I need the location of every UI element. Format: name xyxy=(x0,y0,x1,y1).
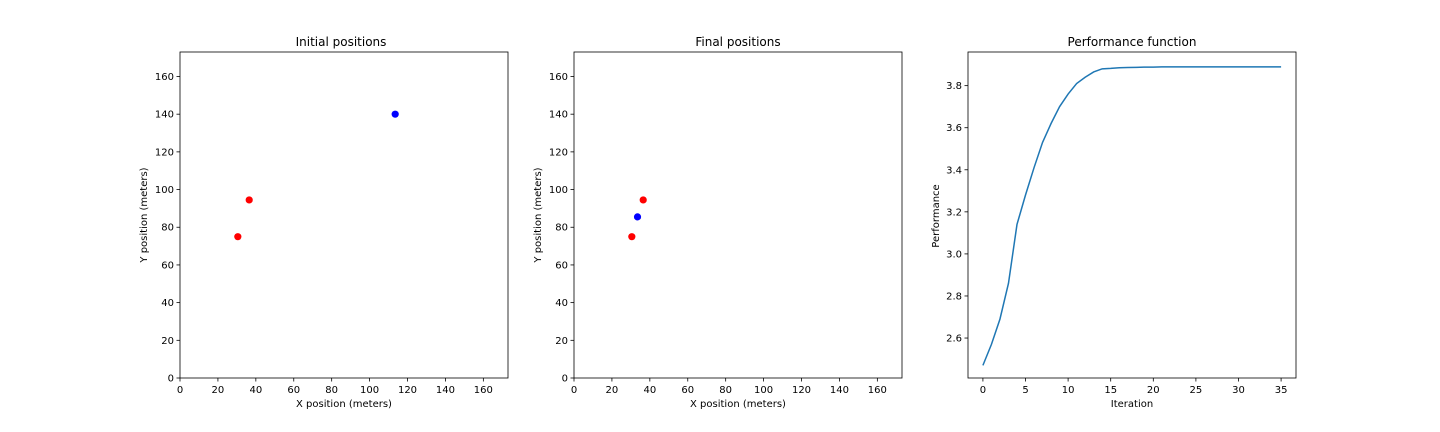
y-tick-label: 80 xyxy=(555,223,568,234)
x-tick-label: 160 xyxy=(868,385,887,396)
x-tick-label: 20 xyxy=(1147,385,1160,396)
y-tick-label: 100 xyxy=(549,185,568,196)
y-tick-label: 20 xyxy=(555,336,568,347)
y-tick-label: 3.6 xyxy=(946,123,962,134)
y-tick-label: 140 xyxy=(549,110,568,121)
y-tick-label: 3.8 xyxy=(946,81,962,92)
y-tick-label: 60 xyxy=(555,260,568,271)
y-tick-label: 100 xyxy=(155,185,174,196)
x-tick-label: 120 xyxy=(792,385,811,396)
y-tick-label: 60 xyxy=(161,260,174,271)
panel-3-plot-area: 0 5 10 15 20 25 30 35 2.6 2.8 3.0 3.2 3.4 3.6 3.8 xyxy=(946,51,1297,396)
panel-3-ylabel: Performance xyxy=(931,184,942,247)
y-tick-label: 40 xyxy=(161,298,174,309)
x-tick-label: 0 xyxy=(980,385,986,396)
x-tick-label: 60 xyxy=(681,385,694,396)
panel-2-xlabel: X position (meters) xyxy=(690,399,786,410)
x-tick-label: 0 xyxy=(571,385,577,396)
panel-initial-positions: Initial positions X position (meters) Y … xyxy=(139,35,509,410)
x-tick-label: 20 xyxy=(606,385,619,396)
panel-2-title: Final positions xyxy=(695,35,780,49)
x-tick-label: 40 xyxy=(643,385,656,396)
y-tick-label: 0 xyxy=(168,374,174,385)
y-tick-label: 3.0 xyxy=(946,249,962,260)
panel-2-plot-area: 0 20 40 60 80 100 120 140 160 0 20 40 60 80 100 120 140 1… xyxy=(549,51,903,396)
axes-frame xyxy=(573,51,903,379)
x-tick-label: 10 xyxy=(1062,385,1075,396)
x-tick-label: 80 xyxy=(325,385,338,396)
panel-1-ylabel: Y position (meters) xyxy=(139,167,150,263)
x-tick-label: 25 xyxy=(1190,385,1203,396)
y-tick-label: 140 xyxy=(155,110,174,121)
scatter-point xyxy=(633,213,642,221)
axes-frame xyxy=(967,51,1297,379)
x-tick-label: 140 xyxy=(436,385,455,396)
x-tick-label: 160 xyxy=(474,385,493,396)
x-tick-label: 80 xyxy=(719,385,732,396)
x-tick-label: 20 xyxy=(212,385,225,396)
y-tick-label: 2.6 xyxy=(946,334,962,345)
scatter-point xyxy=(245,196,253,204)
x-tick-label: 15 xyxy=(1104,385,1117,396)
panel-final-positions: Final positions X position (meters) Y po… xyxy=(533,35,903,410)
x-tick-label: 5 xyxy=(1022,385,1028,396)
y-tick-label: 120 xyxy=(549,147,568,158)
panel-1-xlabel: X position (meters) xyxy=(296,399,392,410)
panel-1-plot-area: 0 20 40 60 80 100 120 140 160 0 20 40 60 80 100 120 140 1… xyxy=(155,51,509,396)
y-tick-label: 120 xyxy=(155,147,174,158)
x-tick-label: 100 xyxy=(754,385,773,396)
panel-performance-function: Performance function Iteration Performan… xyxy=(931,35,1297,410)
y-tick-label: 3.2 xyxy=(946,207,962,218)
y-tick-label: 160 xyxy=(155,72,174,83)
x-tick-label: 0 xyxy=(177,385,183,396)
y-tick-label: 20 xyxy=(161,336,174,347)
panel-2-ylabel: Y position (meters) xyxy=(533,167,544,263)
scatter-point xyxy=(234,233,242,241)
x-tick-label: 60 xyxy=(287,385,300,396)
axes-frame xyxy=(179,51,509,379)
scatter-point xyxy=(639,196,647,204)
x-tick-label: 35 xyxy=(1275,385,1288,396)
x-tick-label: 100 xyxy=(360,385,379,396)
y-tick-label: 3.4 xyxy=(946,165,962,176)
panel-3-xlabel: Iteration xyxy=(1111,399,1153,410)
y-tick-label: 160 xyxy=(549,72,568,83)
y-tick-label: 0 xyxy=(562,374,568,385)
x-tick-label: 120 xyxy=(398,385,417,396)
panel-3-title: Performance function xyxy=(1068,35,1197,49)
panel-1-title: Initial positions xyxy=(296,35,387,49)
scatter-point xyxy=(628,233,636,241)
x-tick-label: 40 xyxy=(249,385,262,396)
x-tick-label: 30 xyxy=(1232,385,1245,396)
series-line xyxy=(982,66,1282,366)
scatter-point xyxy=(391,110,399,118)
y-tick-label: 2.8 xyxy=(946,291,962,302)
y-tick-label: 40 xyxy=(555,298,568,309)
y-tick-label: 80 xyxy=(161,223,174,234)
x-tick-label: 140 xyxy=(830,385,849,396)
